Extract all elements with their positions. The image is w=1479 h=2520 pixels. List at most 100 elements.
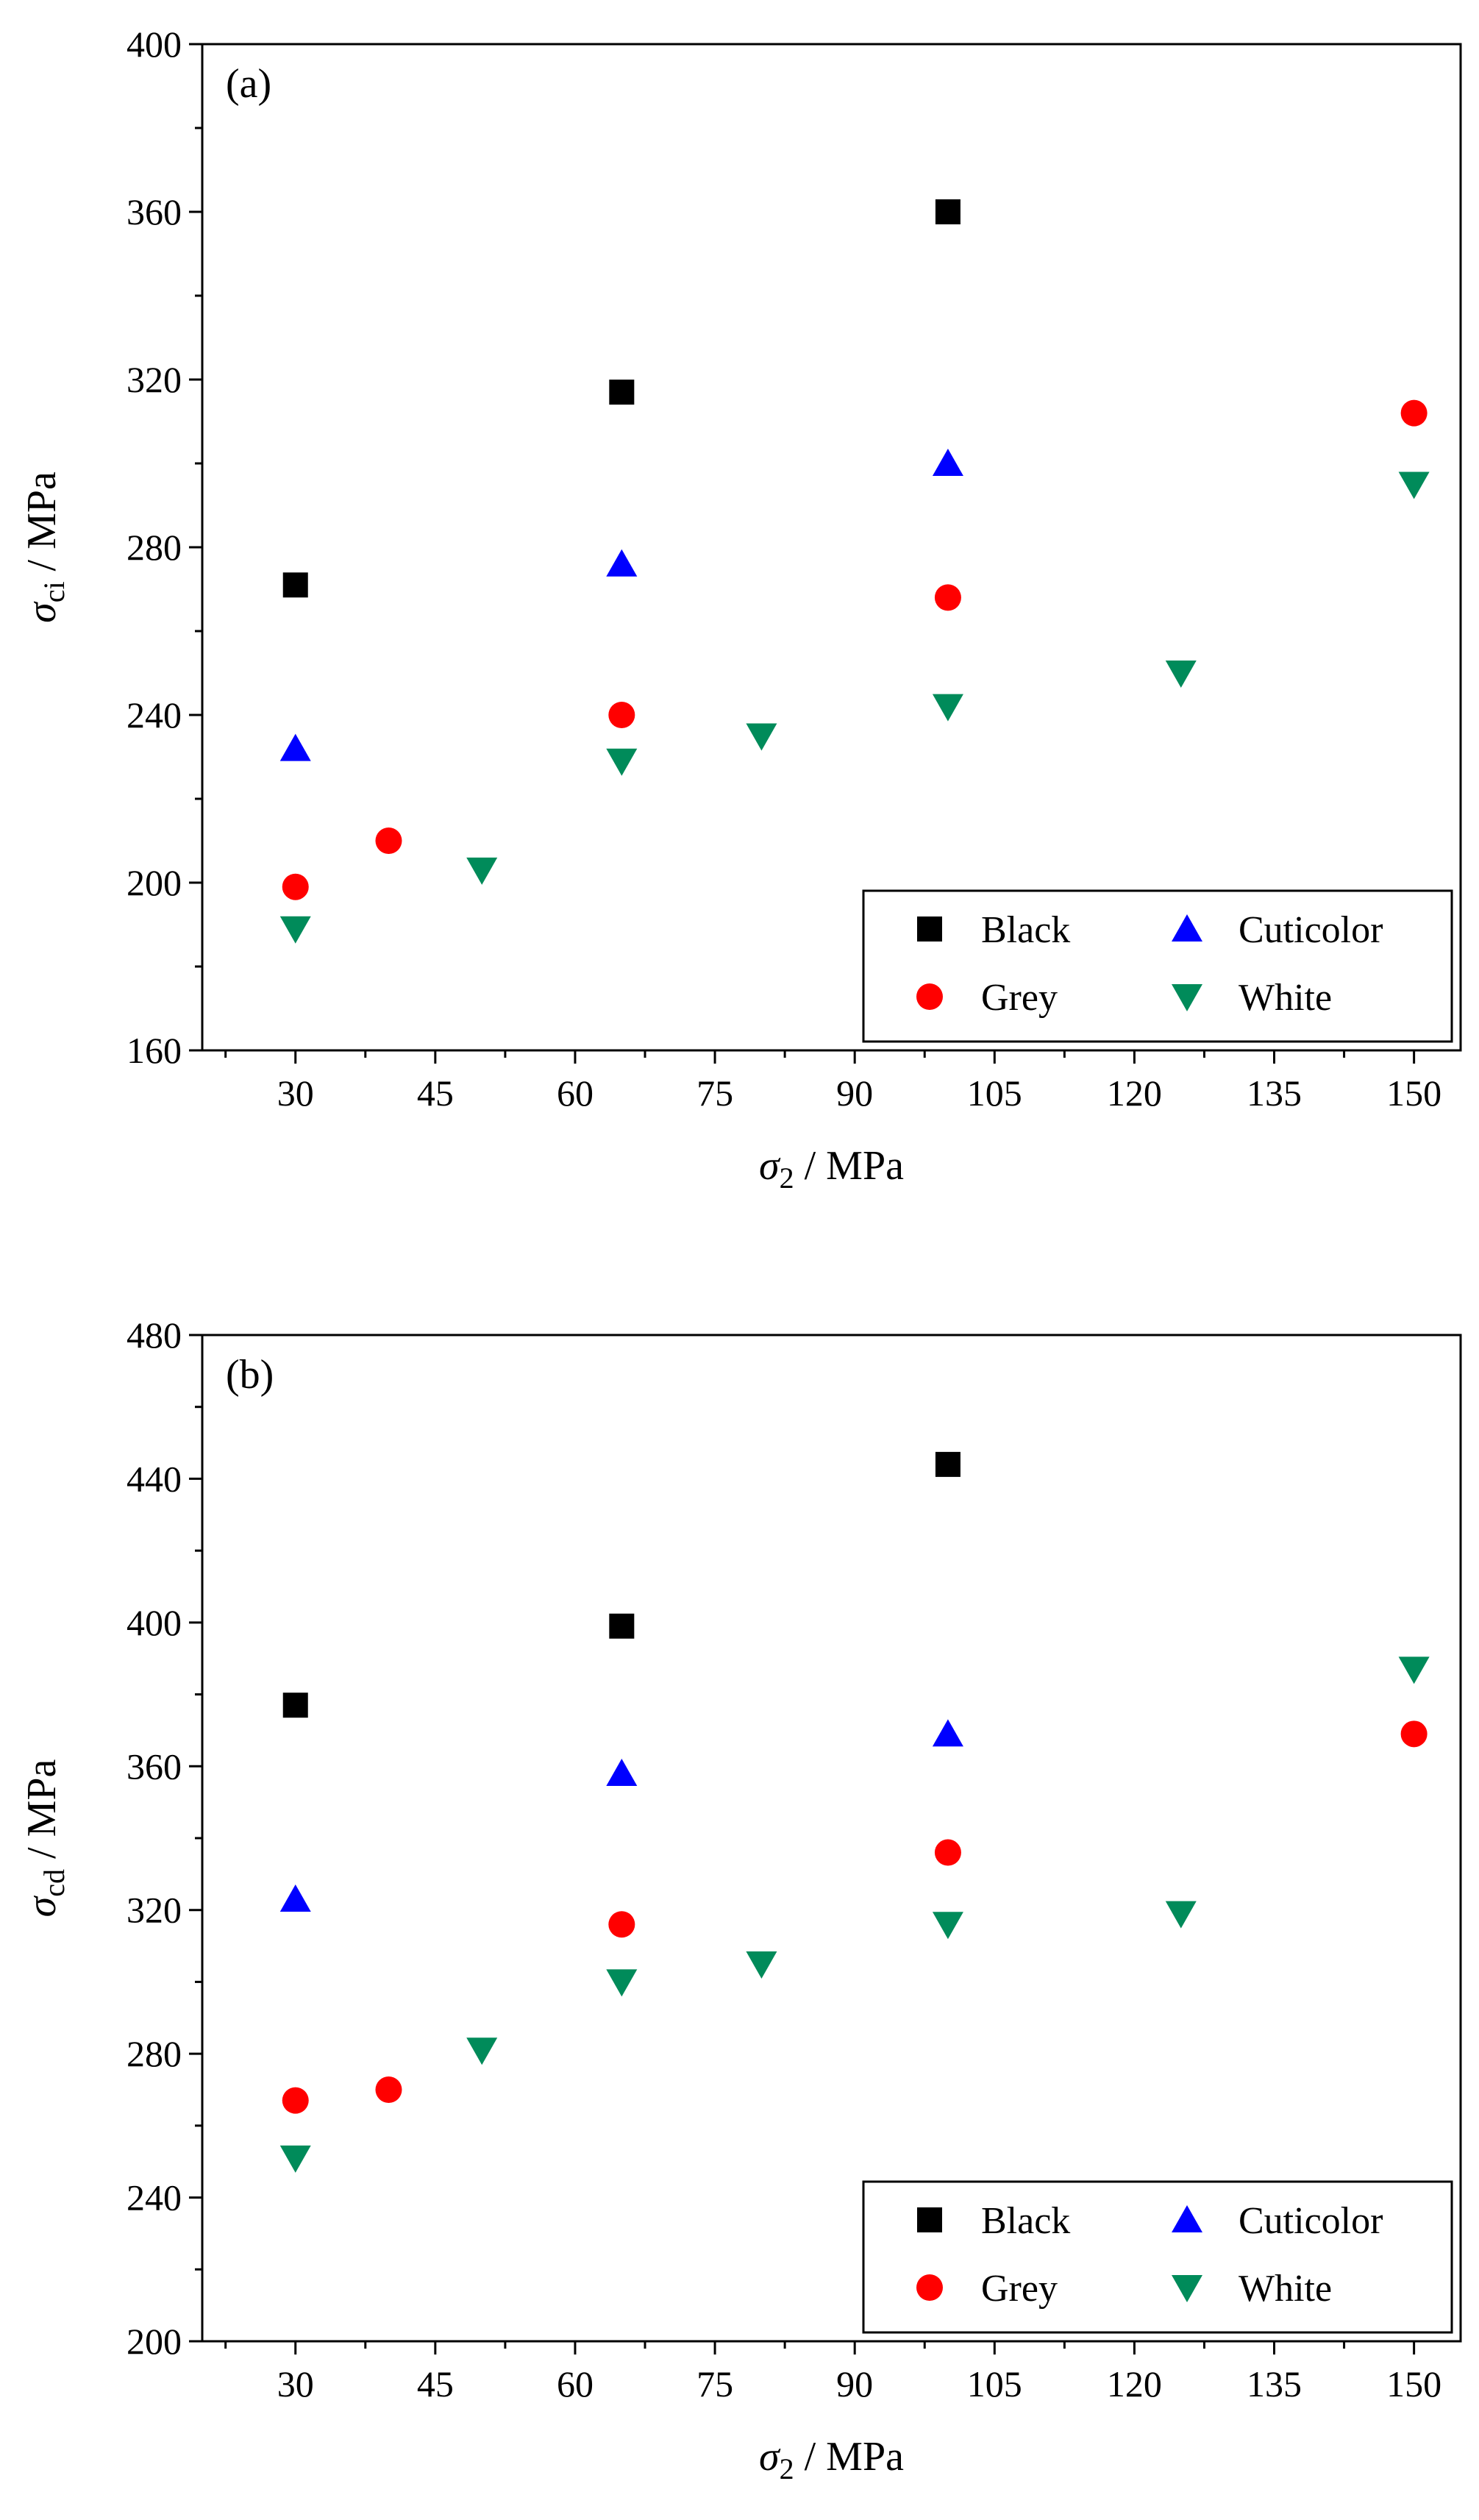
x-axis-label-unit: / MPa xyxy=(794,2434,904,2480)
series-grey xyxy=(282,399,1428,900)
x-tick-label: 60 xyxy=(557,1072,594,1114)
y-tick-label: 240 xyxy=(126,2177,182,2218)
legend-label-black: Black xyxy=(981,2200,1070,2242)
y-tick-label: 280 xyxy=(126,527,182,568)
data-point-grey xyxy=(282,2087,309,2114)
data-point-white xyxy=(746,723,777,751)
y-tick-label: 480 xyxy=(126,1314,182,1356)
y-axis-label: σcd / MPa xyxy=(19,1759,71,1917)
x-tick-label: 30 xyxy=(277,1072,314,1114)
x-tick-label: 105 xyxy=(967,2363,1022,2405)
x-tick-label: 135 xyxy=(1247,1072,1302,1114)
x-axis-label-symbol: σ xyxy=(759,2434,781,2480)
data-point-white xyxy=(1165,1901,1197,1929)
data-point-white xyxy=(466,2037,498,2065)
y-tick-label: 200 xyxy=(126,862,182,903)
legend-label-cuticolor: Cuticolor xyxy=(1239,2200,1383,2242)
data-point-grey xyxy=(282,873,309,900)
series-black xyxy=(282,199,961,598)
data-point-grey xyxy=(375,827,402,854)
y-tick-label: 360 xyxy=(126,1745,182,1787)
legend-label-white: White xyxy=(1239,977,1332,1019)
legend-marker-grey xyxy=(916,983,943,1010)
y-axis-label-subscript: cd xyxy=(38,1869,71,1897)
legend-box xyxy=(862,2180,1453,2334)
y-axis-label-subscript: ci xyxy=(38,581,71,602)
x-tick-label: 75 xyxy=(696,2363,733,2405)
x-tick-label: 60 xyxy=(557,2363,594,2405)
data-point-grey xyxy=(1400,1720,1428,1748)
data-point-white xyxy=(279,2145,311,2173)
legend-label-cuticolor: Cuticolor xyxy=(1239,909,1383,951)
data-point-black xyxy=(282,572,308,598)
x-tick-label: 75 xyxy=(696,1072,733,1114)
data-point-grey xyxy=(1400,399,1428,427)
y-tick-label: 280 xyxy=(126,2033,182,2074)
x-tick-label: 45 xyxy=(417,2363,454,2405)
legend-marker-cuticolor xyxy=(1172,914,1202,942)
y-axis-label-symbol: σ xyxy=(19,601,65,623)
series-white xyxy=(279,1656,1430,2173)
data-point-white xyxy=(746,1951,777,1979)
data-point-white xyxy=(466,857,498,885)
y-tick-label: 360 xyxy=(126,191,182,232)
y-axis-label-symbol: σ xyxy=(19,1895,65,1917)
x-tick-label: 30 xyxy=(277,2363,314,2405)
data-point-cuticolor xyxy=(606,1759,638,1787)
x-tick-label: 90 xyxy=(836,1072,873,1114)
y-tick-label: 160 xyxy=(126,1030,182,1071)
series-cuticolor xyxy=(279,449,963,761)
y-tick-label: 400 xyxy=(126,24,182,65)
data-point-black xyxy=(609,380,635,405)
legend-box xyxy=(862,889,1453,1043)
y-axis-label: σci / MPa xyxy=(19,471,71,623)
data-point-white xyxy=(1165,661,1197,688)
panel-label: (a) xyxy=(226,61,271,107)
data-point-black xyxy=(282,1693,308,1718)
data-point-black xyxy=(935,1451,961,1477)
y-tick-label: 440 xyxy=(126,1458,182,1499)
data-point-white xyxy=(932,1912,963,1940)
data-point-black xyxy=(935,199,961,224)
legend-label-black: Black xyxy=(981,909,1070,951)
x-tick-label: 105 xyxy=(967,1072,1022,1114)
x-axis-label: σ2 / MPa xyxy=(759,1143,904,1195)
x-tick-label: 120 xyxy=(1107,2363,1162,2405)
data-point-white xyxy=(279,916,311,944)
legend: Black Cuticolor Grey White xyxy=(862,889,1453,1043)
data-point-grey xyxy=(608,1911,635,1938)
data-point-white xyxy=(1398,471,1430,499)
legend-marker-cuticolor xyxy=(1172,2205,1202,2232)
y-tick-label: 200 xyxy=(126,2321,182,2362)
data-point-cuticolor xyxy=(279,733,311,761)
legend-marker-grey xyxy=(916,2274,943,2301)
x-tick-label: 135 xyxy=(1247,2363,1302,2405)
data-point-white xyxy=(932,694,963,722)
x-axis-label-unit: / MPa xyxy=(794,1143,904,1189)
series-black xyxy=(282,1451,961,1718)
series-white xyxy=(279,471,1430,944)
data-point-white xyxy=(606,1969,638,1997)
data-point-cuticolor xyxy=(279,1884,311,1912)
y-tick-label: 240 xyxy=(126,694,182,736)
y-tick-label: 320 xyxy=(126,359,182,400)
legend: Black Cuticolor Grey White xyxy=(862,2180,1453,2334)
chart-panel-a: 30 45 60 75 90 105 120 135 150 160 200 240 280 320 360… xyxy=(19,24,1462,1195)
legend-marker-black xyxy=(917,916,942,942)
data-point-black xyxy=(609,1613,635,1639)
x-tick-label: 150 xyxy=(1386,1072,1441,1114)
legend-marker-white xyxy=(1172,984,1202,1011)
x-tick-label: 150 xyxy=(1386,2363,1441,2405)
data-point-white xyxy=(606,748,638,776)
legend-label-grey: Grey xyxy=(981,2268,1058,2310)
x-axis-label-subscript: 2 xyxy=(780,2452,794,2485)
chart-panel-b: 30 45 60 75 90 105 120 135 150 200 240 280 320 360 400… xyxy=(19,1314,1462,2485)
data-point-white xyxy=(1398,1656,1430,1684)
x-axis-label: σ2 / MPa xyxy=(759,2434,904,2485)
y-tick-label: 320 xyxy=(126,1890,182,1931)
x-tick-label: 90 xyxy=(836,2363,873,2405)
legend-label-grey: Grey xyxy=(981,977,1058,1019)
legend-marker-black xyxy=(917,2207,942,2232)
data-point-cuticolor xyxy=(606,549,638,577)
